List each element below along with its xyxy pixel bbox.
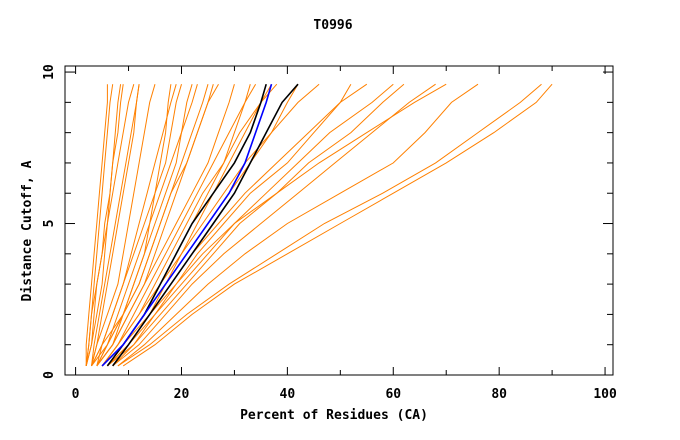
x-tick-label: 60: [385, 387, 401, 402]
series-line-17: [117, 83, 542, 367]
x-tick-label: 20: [174, 387, 190, 402]
series-line-19: [91, 84, 193, 367]
series-lines: [85, 83, 553, 367]
series-line-10: [101, 83, 257, 367]
series-line-26: [91, 84, 209, 367]
series-line-16: [117, 83, 479, 367]
series-line-5: [91, 84, 156, 367]
x-axis-label: Percent of Residues (CA): [240, 408, 428, 423]
series-line-23: [107, 83, 352, 367]
series-line-25: [96, 83, 219, 367]
series-line-32: [106, 83, 267, 367]
x-tick-label: 0: [72, 387, 80, 402]
y-tick-label: 10: [42, 64, 57, 80]
y-tick-label: 0: [42, 371, 57, 379]
x-tick-label: 100: [593, 387, 617, 402]
y-axis-label: Distance Cutoff, A: [20, 160, 35, 301]
series-line-15: [112, 83, 436, 367]
series-line-34: [101, 83, 273, 367]
x-tick-label: 40: [280, 387, 296, 402]
series-line-27: [96, 84, 182, 367]
series-line-1: [85, 84, 124, 367]
y-tick-label: 5: [42, 220, 57, 228]
series-line-4: [85, 84, 122, 367]
chart-title: T0996: [313, 18, 352, 33]
plot-frame: [64, 65, 614, 376]
series-line-21: [101, 83, 272, 367]
series-line-30: [85, 84, 108, 366]
series-line-24: [112, 83, 405, 367]
series-line-18: [122, 83, 553, 367]
series-line-14: [107, 83, 394, 367]
axes: 0 20 40 60 80 100 0 5 10: [42, 64, 617, 402]
x-tick-label: 80: [491, 387, 507, 402]
series-line-33: [112, 83, 299, 367]
series-line-31: [91, 84, 140, 367]
series-line-3: [91, 84, 140, 366]
